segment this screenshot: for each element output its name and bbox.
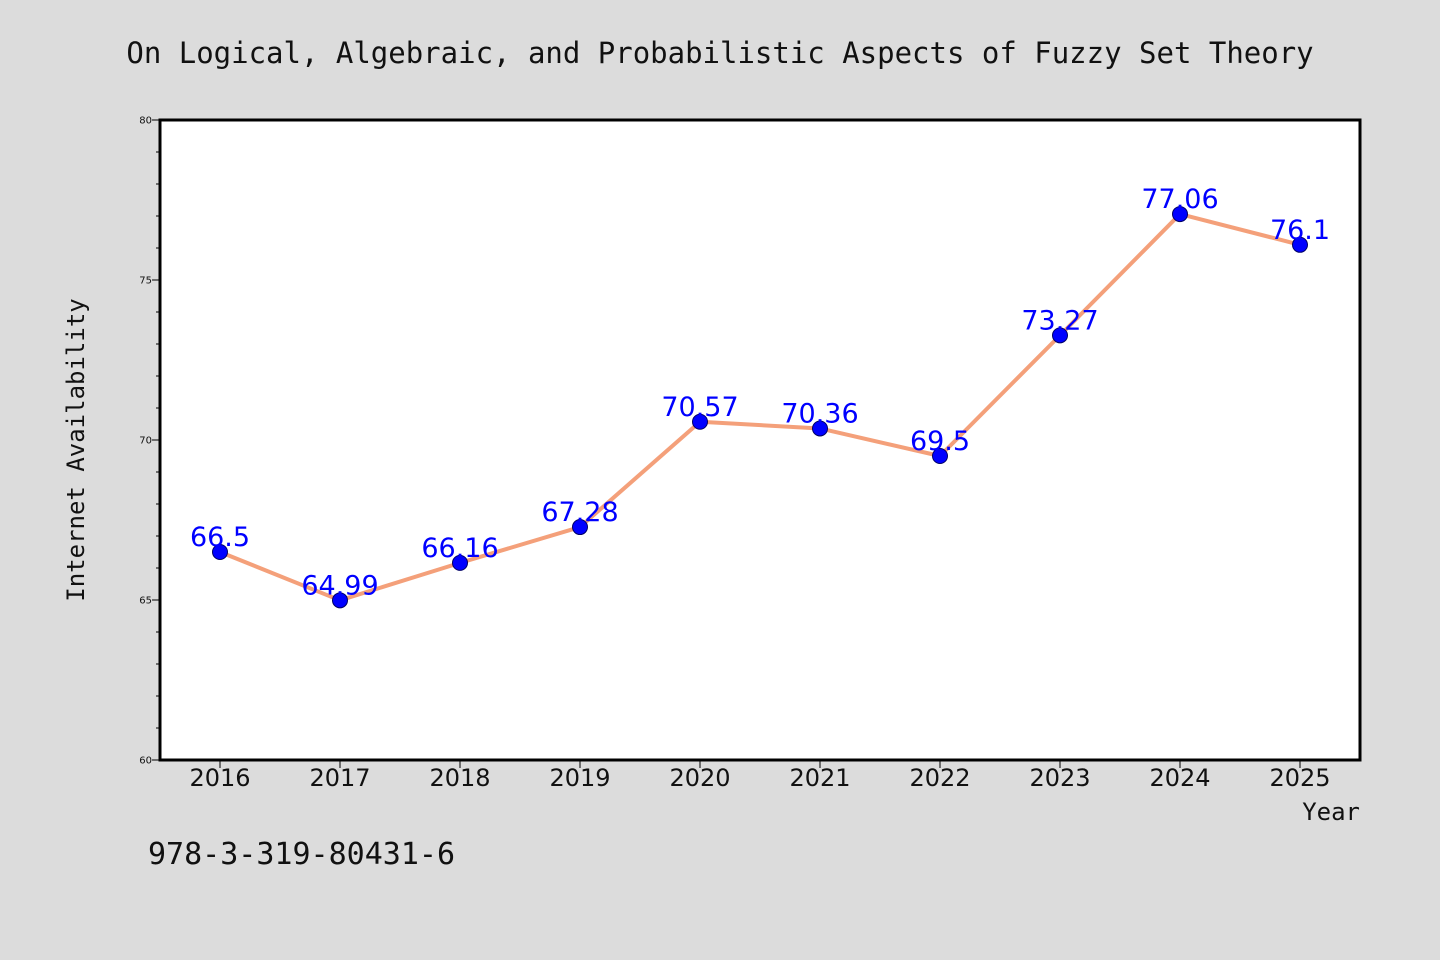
x-tick-label: 2020 (669, 764, 730, 792)
data-label: 64.99 (301, 570, 378, 601)
plot-border (158, 118, 1362, 762)
data-point (212, 544, 228, 560)
y-tick-label: 70 (139, 436, 152, 447)
data-point (1052, 327, 1068, 344)
y-axis-label: Internet Availability (62, 298, 90, 601)
data-point (1172, 206, 1188, 223)
x-tick-label: 2024 (1149, 764, 1210, 792)
y-axis-ticks: 60 65 70 75 80 (139, 116, 160, 767)
data-label: 70.36 (781, 398, 858, 429)
data-markers (212, 206, 1308, 609)
x-tick-label: 2025 (1269, 764, 1330, 792)
y-tick-label: 75 (139, 276, 152, 287)
x-axis-label: Year (1302, 798, 1360, 826)
chart-title: On Logical, Algebraic, and Probabilistic… (126, 36, 1313, 70)
x-axis-ticks: 2016 2017 2018 2019 2020 2021 2022 2023 2024 2025 (189, 760, 1331, 792)
data-point (1292, 236, 1308, 253)
data-label: 66.5 (190, 522, 250, 553)
series-line (219, 212, 1301, 603)
y-tick-label: 80 (139, 116, 152, 127)
data-point (932, 448, 948, 464)
data-point (692, 413, 708, 430)
data-label: 73.27 (1021, 305, 1098, 336)
data-label: 77.06 (1141, 184, 1218, 215)
data-point (572, 519, 588, 536)
data-labels: 66.5 64.99 66.16 67.28 70.57 70.36 69.5 73.27 77… (190, 184, 1330, 601)
x-tick-label: 2022 (909, 764, 970, 792)
data-label: 70.57 (661, 392, 738, 423)
data-label: 67.28 (541, 497, 618, 528)
x-tick-label: 2019 (549, 764, 610, 792)
data-point (812, 420, 828, 437)
data-point (332, 592, 348, 609)
data-label: 76.1 (1270, 215, 1330, 246)
isbn-footer: 978-3-319-80431-6 (148, 837, 455, 872)
y-tick-label: 65 (139, 596, 152, 607)
x-tick-label: 2021 (789, 764, 850, 792)
data-label: 69.5 (910, 426, 970, 457)
data-label: 66.16 (421, 533, 498, 564)
plot-area (160, 120, 1360, 760)
x-tick-label: 2016 (189, 764, 250, 792)
data-point (452, 554, 468, 571)
y-tick-label: 60 (139, 756, 152, 767)
x-tick-label: 2017 (309, 764, 370, 792)
x-tick-label: 2023 (1029, 764, 1090, 792)
x-tick-label: 2018 (429, 764, 490, 792)
